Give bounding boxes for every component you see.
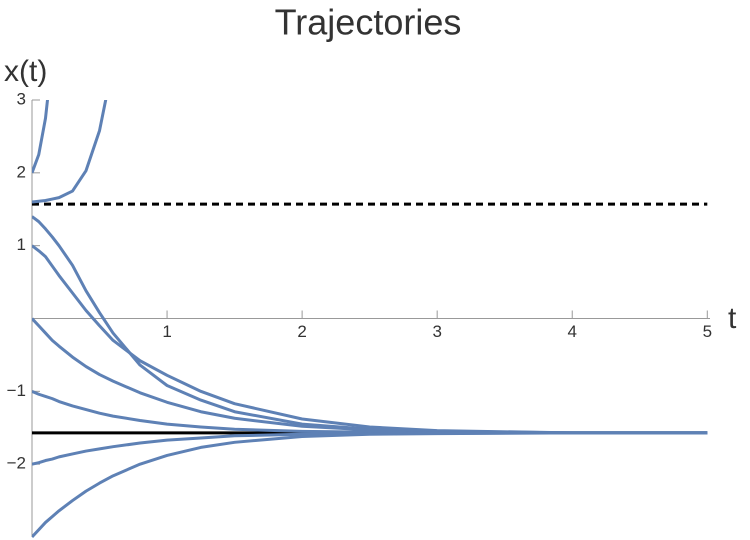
- y-tick-label: −1: [7, 381, 26, 400]
- trajectory: [32, 215, 708, 435]
- trajectory: [32, 431, 708, 466]
- x-tick-label: 2: [297, 322, 306, 341]
- x-tick-label: 5: [703, 322, 712, 341]
- y-tick-label: 2: [17, 162, 26, 181]
- trajectory: [32, 317, 708, 435]
- chart-title: Trajectories: [275, 2, 462, 43]
- y-tick-label: −2: [7, 454, 26, 473]
- trajectory: [32, 100, 50, 174]
- x-tick-label: 3: [432, 322, 441, 341]
- trajectory: [32, 100, 108, 204]
- y-tick-label: 1: [17, 235, 26, 254]
- trajectory: [32, 244, 708, 435]
- plot-area: [32, 100, 708, 539]
- x-axis-label: t: [728, 302, 737, 335]
- x-tick-label: 4: [568, 322, 577, 341]
- x-tick-label: 1: [162, 322, 171, 341]
- y-tick-label: 3: [17, 89, 26, 108]
- y-axis-label: x(t): [4, 55, 47, 88]
- trajectory: [32, 431, 708, 539]
